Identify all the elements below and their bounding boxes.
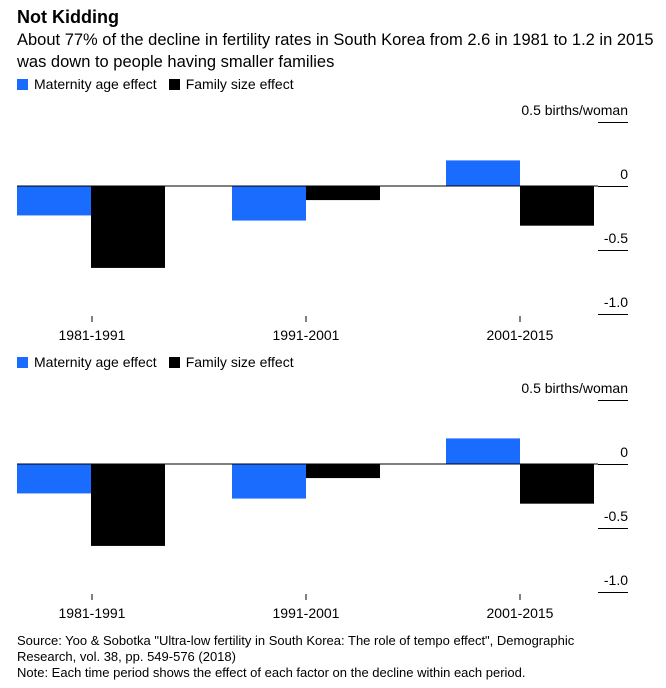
legend-swatch-maternity [17,78,28,90]
legend-swatch-family [168,356,180,368]
legend-item-family: Family size effect [168,76,294,92]
y-tick-label: 0.5 births/woman [521,102,628,118]
legend-swatch-maternity [17,356,28,368]
legend-item-family: Family size effect [168,354,294,370]
legend-item-maternity: Maternity age effect [17,76,157,92]
bar-family-1991-2001 [306,186,380,201]
bar-maternity-2001-2015 [446,160,520,186]
y-tick-label: 0.5 births/woman [521,380,628,396]
y-tick-label: -0.5 [604,508,628,524]
y-tick-label: 0 [620,444,628,460]
chart-subtitle: About 77% of the decline in fertility ra… [17,31,654,71]
chart-legend: Maternity age effect Family size effect [17,354,306,370]
x-tick-label-1981-1991: 1981-1991 [59,327,126,343]
x-tick-label-1991-2001: 1991-2001 [273,605,340,621]
legend-swatch-family [168,78,180,90]
legend-label-maternity: Maternity age effect [34,354,157,370]
note-line: Note: Each time period shows the effect … [17,665,526,680]
bar-maternity-1991-2001 [232,464,306,499]
chart-plot: 0.5 births/woman 0 -0.5 -1.0 1981-1991 1991-2… [17,102,628,343]
legend-label-family: Family size effect [185,354,294,370]
x-tick-label-1981-1991: 1981-1991 [59,605,126,621]
bar-family-2001-2015 [520,464,594,504]
bar-family-1981-1991 [91,464,165,546]
y-tick-label: -0.5 [604,230,628,246]
x-tick-label-2001-2015: 2001-2015 [487,605,554,621]
bar-maternity-2001-2015 [446,438,520,464]
y-tick-label: -1.0 [604,572,628,588]
legend-item-maternity: Maternity age effect [17,354,157,370]
source-note: Source: Yoo & Sobotka "Ultra-low fertili… [17,633,657,681]
bar-maternity-1991-2001 [232,186,306,221]
chart-title: Not Kidding [17,7,119,27]
bar-chart-bottom: Maternity age effect Family size effect … [0,354,666,632]
legend-label-maternity: Maternity age effect [34,76,157,92]
bar-chart-top: Maternity age effect Family size effect … [0,76,666,354]
bar-maternity-1981-1991 [17,464,91,494]
y-tick-label: -1.0 [604,294,628,310]
x-tick-label-1991-2001: 1991-2001 [273,327,340,343]
bar-family-1981-1991 [91,186,165,268]
bar-maternity-1981-1991 [17,186,91,216]
x-tick-label-2001-2015: 2001-2015 [487,327,554,343]
legend-label-family: Family size effect [185,76,294,92]
chart-legend: Maternity age effect Family size effect [17,76,306,92]
y-tick-label: 0 [620,166,628,182]
source-line: Source: Yoo & Sobotka "Ultra-low fertili… [17,633,575,648]
source-line: Research, vol. 38, pp. 549-576 (2018) [17,649,236,664]
chart-plot: 0.5 births/woman 0 -0.5 -1.0 1981-1991 1991-2… [17,380,628,621]
bar-family-1991-2001 [306,464,380,479]
bar-family-2001-2015 [520,186,594,226]
